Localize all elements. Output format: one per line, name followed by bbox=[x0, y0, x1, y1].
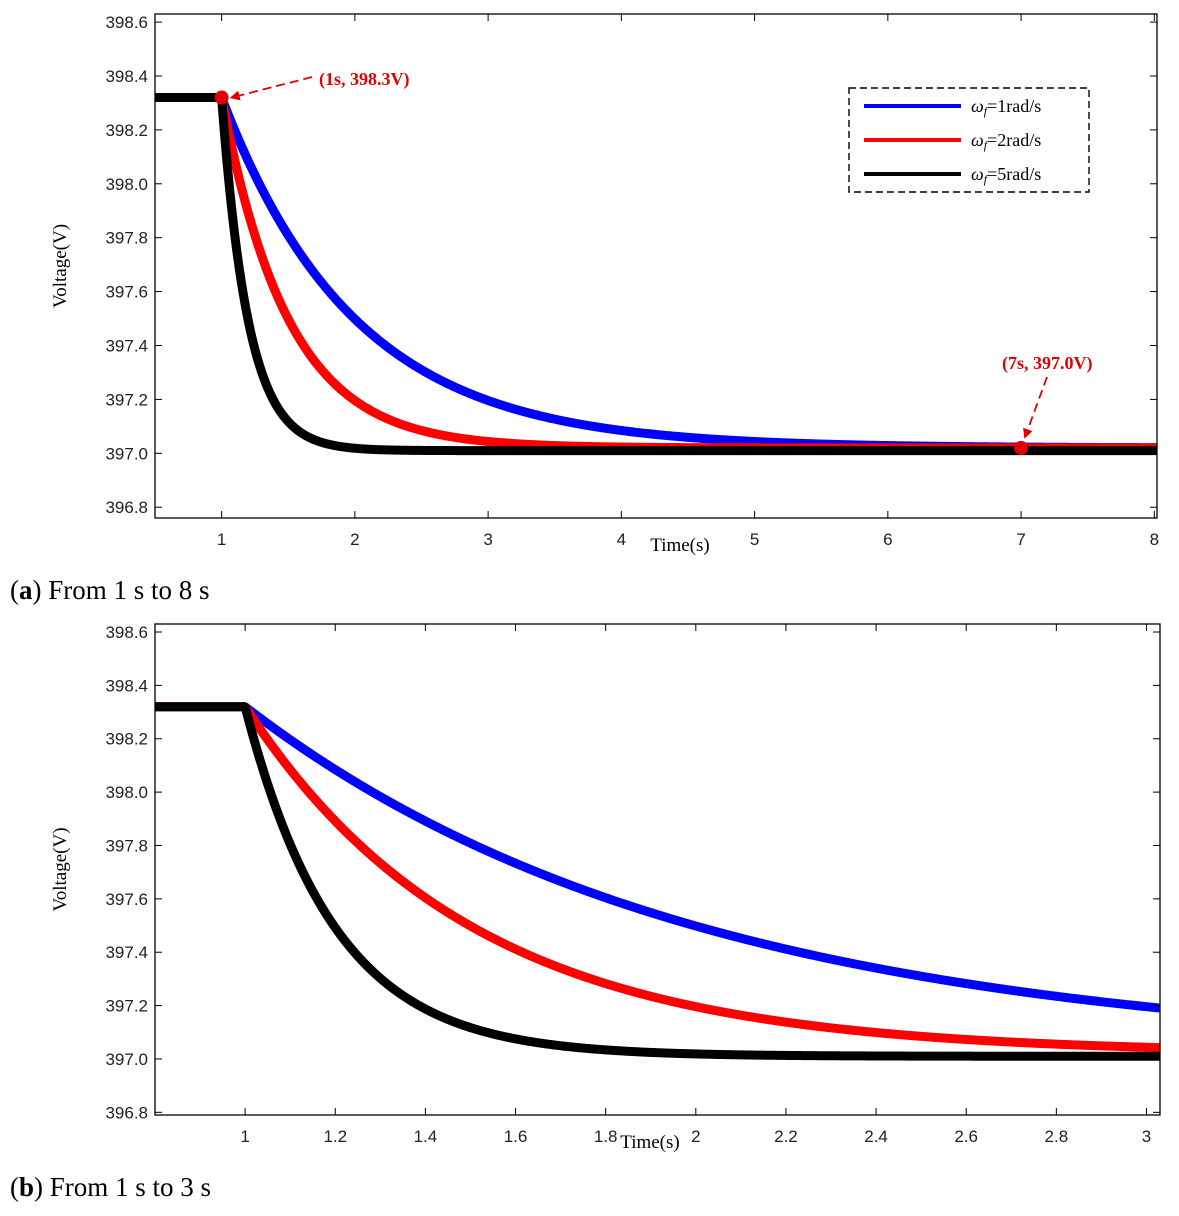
y-tick-label: 397.4 bbox=[105, 943, 148, 962]
x-tick-label: 7 bbox=[1016, 530, 1025, 549]
x-tick-label: 1.2 bbox=[323, 1127, 347, 1146]
series-group bbox=[155, 702, 1160, 1061]
y-tick-label: 398.6 bbox=[105, 13, 148, 32]
y-tick-label: 397.8 bbox=[105, 836, 148, 855]
x-tick-label: 2.6 bbox=[954, 1127, 978, 1146]
y-tick-label: 398.0 bbox=[105, 175, 148, 194]
y-tick-label: 397.8 bbox=[105, 229, 148, 248]
caption-b: (b) From 1 s to 3 s bbox=[10, 1172, 212, 1202]
caption-a: (a) From 1 s to 8 s bbox=[10, 575, 210, 605]
plot-frame bbox=[154, 13, 1158, 519]
series-group bbox=[155, 93, 1157, 456]
y-tick-label: 398.6 bbox=[105, 623, 148, 642]
x-tick-label: 2.4 bbox=[864, 1127, 888, 1146]
y-tick-label: 397.4 bbox=[105, 337, 148, 356]
y-tick-label: 397.6 bbox=[105, 283, 148, 302]
series-line-3 bbox=[155, 702, 1160, 1061]
x-tick-label: 5 bbox=[750, 530, 759, 549]
y-tick-label: 398.4 bbox=[105, 676, 148, 695]
x-tick-label: 1.8 bbox=[594, 1127, 618, 1146]
x-tick-label: 1.4 bbox=[414, 1127, 438, 1146]
x-tick-label: 2.8 bbox=[1045, 1127, 1069, 1146]
y-tick-label: 396.8 bbox=[105, 498, 148, 517]
annotation-label-1: (1s, 398.3V) bbox=[319, 69, 410, 90]
legend-label-2: ωf=2rad/s bbox=[971, 130, 1041, 152]
x-tick-label: 2 bbox=[350, 530, 359, 549]
voltage-chart-a: 396.8 397.0 397.2 397.4 397.6 397.8 398.0 398.2… bbox=[50, 13, 1159, 556]
y-axis-title: Voltage(V) bbox=[50, 224, 71, 308]
x-tick-label: 3 bbox=[1142, 1127, 1151, 1146]
y-tick-label: 396.8 bbox=[105, 1103, 148, 1122]
caption-b-letter: b bbox=[19, 1172, 35, 1202]
series-line-2 bbox=[155, 702, 1160, 1053]
chart-panel-b: 396.8 397.0 397.2 397.4 397.6 397.8 398.0 398.2… bbox=[0, 612, 1179, 1172]
x-axis-title: Time(s) bbox=[620, 1132, 679, 1153]
x-tick-label: 1 bbox=[217, 530, 226, 549]
y-tick-label: 397.2 bbox=[105, 997, 148, 1016]
x-tick-label: 8 bbox=[1150, 530, 1159, 549]
annotation-point-1 bbox=[214, 90, 229, 105]
series-line-1 bbox=[155, 702, 1160, 1013]
plot-frame bbox=[154, 623, 1161, 1116]
annotation-arrow-2 bbox=[1023, 376, 1048, 439]
y-axis-title: Voltage(V) bbox=[50, 827, 71, 911]
x-tick-label: 1 bbox=[240, 1127, 249, 1146]
annotation-arrow-1 bbox=[229, 76, 313, 101]
x-tick-label: 4 bbox=[617, 530, 626, 549]
y-tick-label: 397.0 bbox=[105, 1050, 148, 1069]
annotation-label-2: (7s, 397.0V) bbox=[1002, 353, 1093, 374]
x-tick-label: 2.2 bbox=[774, 1127, 798, 1146]
annotation-point-2 bbox=[1014, 440, 1029, 455]
caption-a-letter: a bbox=[19, 575, 33, 605]
voltage-chart-b: 396.8 397.0 397.2 397.4 397.6 397.8 398.0 398.2… bbox=[50, 623, 1161, 1153]
x-tick-label: 6 bbox=[883, 530, 892, 549]
y-tick-label: 398.2 bbox=[105, 121, 148, 140]
x-tick-label: 3 bbox=[483, 530, 492, 549]
y-tick-label: 397.2 bbox=[105, 390, 148, 409]
y-tick-label: 398.0 bbox=[105, 783, 148, 802]
x-tick-label: 1.6 bbox=[504, 1127, 528, 1146]
legend-label-1: ωf=1rad/s bbox=[971, 96, 1041, 118]
chart-panel-a: 396.8 397.0 397.2 397.4 397.6 397.8 398.0 398.2… bbox=[0, 0, 1179, 572]
series-line-3 bbox=[155, 93, 1157, 456]
y-tick-label: 398.4 bbox=[105, 67, 148, 86]
legend-label-3: ωf=5rad/s bbox=[971, 164, 1041, 186]
caption-a-text: From 1 s to 8 s bbox=[41, 575, 210, 605]
x-axis-title: Time(s) bbox=[650, 535, 709, 556]
y-tick-label: 398.2 bbox=[105, 730, 148, 749]
x-tick-label: 2 bbox=[691, 1127, 700, 1146]
y-tick-label: 397.0 bbox=[105, 444, 148, 463]
caption-b-text: From 1 s to 3 s bbox=[43, 1172, 212, 1202]
y-tick-label: 397.6 bbox=[105, 890, 148, 909]
